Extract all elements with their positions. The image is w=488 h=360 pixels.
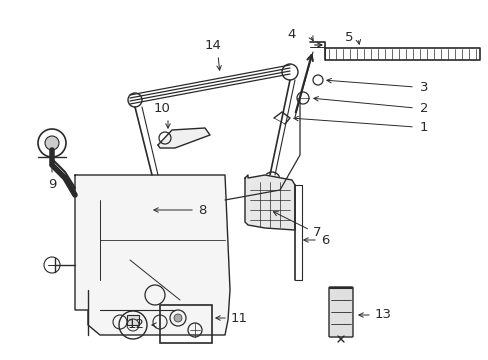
Text: 7: 7 (312, 225, 321, 239)
Circle shape (174, 314, 182, 322)
Text: 6: 6 (320, 234, 329, 247)
Text: 4: 4 (287, 27, 295, 41)
FancyBboxPatch shape (328, 287, 352, 337)
Polygon shape (244, 175, 294, 230)
Text: 2: 2 (419, 102, 427, 114)
Text: 12: 12 (128, 319, 145, 332)
Polygon shape (158, 128, 209, 148)
Bar (160, 305, 212, 343)
Polygon shape (75, 175, 229, 335)
Text: 13: 13 (374, 309, 391, 321)
Text: 1: 1 (419, 121, 427, 134)
Circle shape (45, 136, 59, 150)
Bar (127, 315, 139, 325)
Text: 14: 14 (204, 39, 221, 52)
Text: 10: 10 (153, 102, 170, 115)
Text: 9: 9 (48, 178, 56, 191)
Text: 5: 5 (344, 31, 352, 44)
Text: 3: 3 (419, 81, 427, 94)
Text: 11: 11 (230, 311, 247, 324)
Text: 8: 8 (198, 203, 206, 216)
